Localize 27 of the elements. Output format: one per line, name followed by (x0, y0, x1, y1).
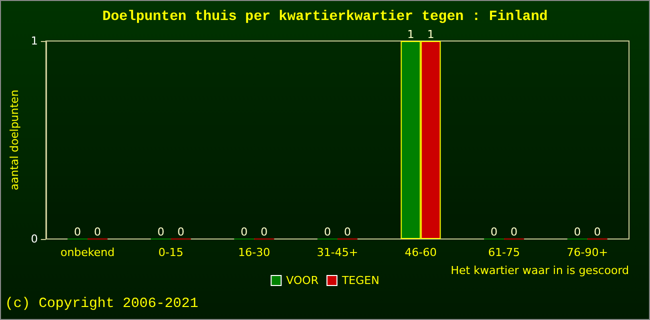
data-label: 0 (260, 226, 268, 238)
legend-label: VOOR (286, 274, 319, 287)
data-label: 0 (324, 226, 331, 238)
data-label: 0 (490, 226, 498, 238)
data-label: 0 (74, 226, 82, 238)
data-label: 1 (427, 28, 434, 41)
data-label: 0 (157, 226, 164, 238)
text: (c) Copyright 2006-2021 (5, 296, 198, 312)
data-label: 0 (574, 226, 581, 238)
x-tick-label: 46-60 (404, 246, 437, 259)
data-label: 0 (177, 226, 184, 238)
y-axis-title: aantal doelpunten (8, 90, 21, 190)
x-tick-label: 76-90+ (566, 246, 608, 259)
legend-label: TEGEN (340, 274, 380, 287)
data-label: 0 (344, 226, 351, 238)
x-tick-label: 31-45+ (316, 246, 358, 259)
x-tick-label: 16-30 (238, 246, 270, 259)
x-tick-label: onbekend (60, 246, 115, 259)
chart-title: Doelpunten thuis per kwartierkwartier tegen : Finland (102, 9, 548, 25)
x-tick-label: 61-75 (488, 246, 520, 259)
data-label: 1 (407, 28, 414, 41)
data-label: 0 (510, 226, 518, 238)
data-label: 0 (240, 226, 248, 238)
data-label: 0 (94, 226, 102, 238)
x-axis-title: Het kwartier waar in is gescoord (450, 264, 630, 277)
data-label: 0 (594, 226, 601, 238)
x-tick-label: 0-15 (158, 246, 184, 259)
